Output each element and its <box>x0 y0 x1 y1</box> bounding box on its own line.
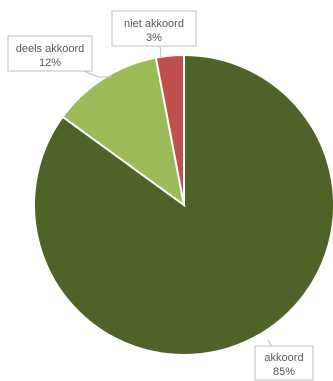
data-label-category: niet akkoord <box>124 18 184 30</box>
leader-line-deels-akkoord <box>83 70 112 78</box>
leader-line-niet-akkoord <box>159 44 162 58</box>
data-label-category: akkoord <box>264 352 303 364</box>
data-label-value: 12% <box>39 57 61 69</box>
data-label-value: 85% <box>273 366 295 378</box>
data-label-akkoord: akkoord 85% <box>254 345 314 381</box>
data-label-category: deels akkoord <box>16 43 85 55</box>
data-labels: deels akkoord 12% niet akkoord 3% akkoor… <box>7 10 314 381</box>
data-label-deels-akkoord: deels akkoord 12% <box>7 35 93 72</box>
pie-slices <box>33 53 333 356</box>
data-label-niet-akkoord: niet akkoord 3% <box>111 10 197 47</box>
pie-slice-deels-akkoord <box>61 56 186 208</box>
pie-slice-niet-akkoord <box>154 53 185 206</box>
data-label-value: 3% <box>146 32 162 44</box>
